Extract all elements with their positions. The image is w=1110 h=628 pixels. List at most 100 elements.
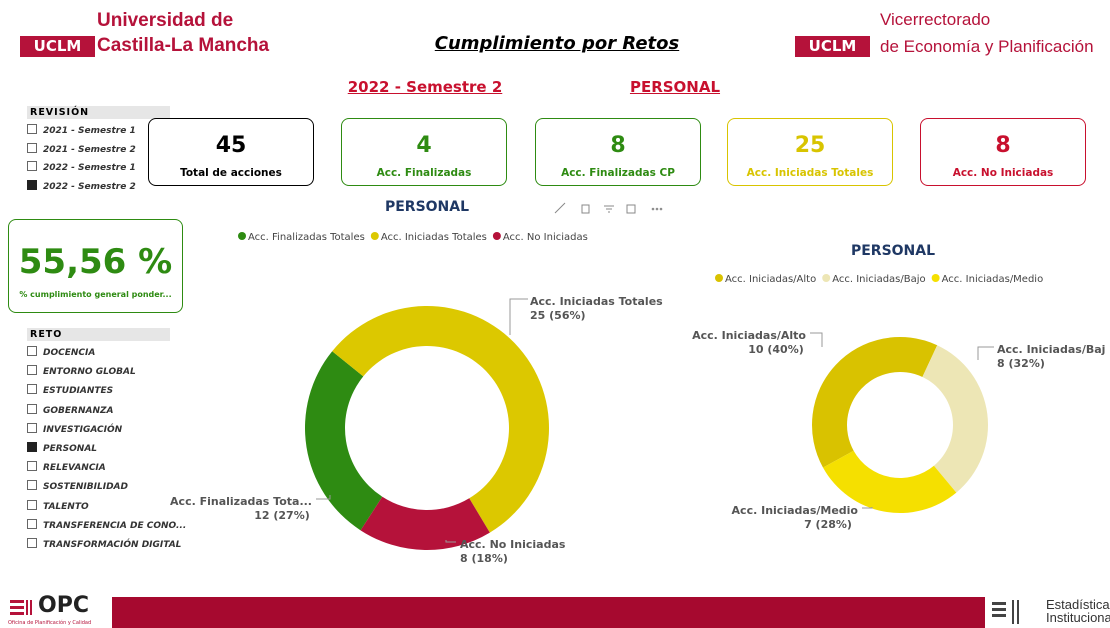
checkbox[interactable] xyxy=(27,384,37,395)
donut-slice xyxy=(305,351,383,531)
footer-bar xyxy=(112,597,985,628)
data-label-value: 8 (32%) xyxy=(997,357,1045,370)
checkbox[interactable] xyxy=(27,124,37,134)
kpi-label: Total de acciones xyxy=(180,167,282,179)
kpi-label: Acc. Finalizadas xyxy=(376,167,472,179)
data-label-name: Acc. Finalizadas Tota... xyxy=(170,495,312,508)
kpi-label: Acc. Iniciadas Totales xyxy=(746,167,874,179)
checkbox[interactable] xyxy=(27,403,37,414)
footer-icon xyxy=(10,600,32,615)
leader-line xyxy=(316,495,331,500)
legend-label: Acc. Iniciadas/Bajo xyxy=(832,274,925,285)
checkbox[interactable] xyxy=(27,161,37,172)
kpi-card: 8 Acc. Finalizadas CP xyxy=(535,118,701,186)
item-label: SOSTENIBILIDAD xyxy=(43,482,128,493)
slicer-item[interactable]: ENTORNO GLOBAL xyxy=(27,365,136,377)
data-label-name: Acc. Iniciadas/Medio xyxy=(732,504,859,517)
general-value: 55,56 % xyxy=(18,242,173,282)
data-label-name: Acc. Iniciadas/Alto xyxy=(692,329,806,342)
data-label-value: 25 (56%) xyxy=(530,309,586,322)
checkbox[interactable] xyxy=(27,180,37,191)
slicer-item[interactable]: GOBERNANZA xyxy=(27,403,114,416)
logo-text: Castilla-La Mancha xyxy=(97,35,270,56)
data-label-name: Acc. Iniciadas/Baj xyxy=(997,343,1105,356)
item-label: 2021 - Semestre 2 xyxy=(43,144,136,155)
data-label-value: 7 (28%) xyxy=(804,518,852,531)
slicer-item[interactable]: ESTUDIANTES xyxy=(27,384,113,396)
slicer-item[interactable]: TALENTO xyxy=(27,499,89,512)
checkbox[interactable] xyxy=(27,346,37,356)
leader-line xyxy=(862,507,873,509)
donut-slice xyxy=(922,345,988,493)
slicer-header: REVISIÓN xyxy=(27,106,170,119)
kpi-value: 4 xyxy=(416,133,432,158)
page-title: Cumplimiento por Retos xyxy=(434,33,680,54)
checkbox[interactable] xyxy=(27,499,37,510)
item-label: GOBERNANZA xyxy=(43,405,114,416)
footer-icon xyxy=(992,600,1019,624)
slicer-item[interactable]: 2022 - Semestre 1 xyxy=(27,161,136,173)
kpi-card: 25 Acc. Iniciadas Totales xyxy=(727,118,893,186)
data-label-value: 12 (27%) xyxy=(254,509,310,522)
item-label: 2022 - Semestre 2 xyxy=(43,182,136,193)
chart-title: PERSONAL xyxy=(385,199,469,215)
legend-swatch xyxy=(822,274,831,282)
kpi-value: 25 xyxy=(794,133,826,158)
legend-label: Acc. Iniciadas/Alto xyxy=(725,274,816,285)
item-label: 2022 - Semestre 1 xyxy=(43,163,136,174)
checkbox[interactable] xyxy=(27,518,37,529)
slicer-item[interactable]: PERSONAL xyxy=(27,442,97,454)
slicer-item[interactable]: 2021 - Semestre 2 xyxy=(27,142,136,155)
general-card: 55,56 % % cumplimiento general ponder... xyxy=(8,219,183,313)
chart-title: PERSONAL xyxy=(851,243,935,259)
logo-text: de Economía y Planificación xyxy=(880,37,1094,56)
checkbox[interactable] xyxy=(27,422,37,433)
slicer-item[interactable]: DOCENCIA xyxy=(27,346,95,358)
item-label: RELEVANCIA xyxy=(43,463,106,474)
checkbox[interactable] xyxy=(27,538,37,548)
legend-swatch xyxy=(492,232,501,240)
slicer-item[interactable]: RELEVANCIA xyxy=(27,461,106,473)
item-label: TRANSFERENCIA DE CONO... xyxy=(43,520,187,531)
logo: UCLM xyxy=(795,36,870,57)
kpi-value: 8 xyxy=(995,133,1011,158)
kpi-card: 4 Acc. Finalizadas xyxy=(341,118,507,186)
item-label: ENTORNO GLOBAL xyxy=(43,367,136,378)
kpi-card: 45 Total de acciones xyxy=(148,118,314,186)
legend-swatch xyxy=(370,232,379,240)
checkbox[interactable] xyxy=(27,480,37,491)
data-label-name: Acc. No Iniciadas xyxy=(460,538,566,551)
checkbox[interactable] xyxy=(27,442,37,452)
item-label: 2021 - Semestre 1 xyxy=(43,126,136,136)
kpi-label: Acc. No Iniciadas xyxy=(952,167,1054,179)
visual-toolbar xyxy=(554,202,663,214)
donut-slice xyxy=(360,496,490,550)
item-label: DOCENCIA xyxy=(43,348,96,358)
slicer-item[interactable]: TRANSFERENCIA DE CONO... xyxy=(27,518,187,531)
leader-line xyxy=(810,332,823,347)
checkbox[interactable] xyxy=(27,461,37,472)
legend-swatch xyxy=(715,274,723,282)
kpi-card: 8 Acc. No Iniciadas xyxy=(920,118,1086,186)
slicer-item[interactable]: TRANSFORMACIÓN DIGITAL xyxy=(27,538,181,550)
item-label: PERSONAL xyxy=(43,444,98,454)
leader-line xyxy=(977,346,994,360)
logo-text: Vicerrectorado xyxy=(880,10,991,29)
data-label-name: Acc. Iniciadas Totales xyxy=(530,295,663,308)
slicer-item[interactable]: INVESTIGACIÓN xyxy=(27,422,123,435)
item-label: INVESTIGACIÓN xyxy=(43,424,123,435)
donut-slice xyxy=(332,305,550,533)
leader-line xyxy=(509,298,528,335)
slicer-item[interactable]: SOSTENIBILIDAD xyxy=(27,480,128,492)
checkbox[interactable] xyxy=(27,142,37,153)
item-label: TALENTO xyxy=(43,501,89,512)
footer-text: Estadística Institucional xyxy=(1046,598,1110,624)
legend-label: Acc. Iniciadas Totales xyxy=(381,232,487,243)
kpi-value: 8 xyxy=(610,133,626,158)
slicer-item[interactable]: 2022 - Semestre 2 xyxy=(27,180,136,192)
slicer-item[interactable]: 2021 - Semestre 1 xyxy=(27,124,136,136)
general-label: % cumplimiento general ponder... xyxy=(19,290,172,299)
footer-line: Estadística xyxy=(1046,597,1110,612)
checkbox[interactable] xyxy=(27,365,37,376)
